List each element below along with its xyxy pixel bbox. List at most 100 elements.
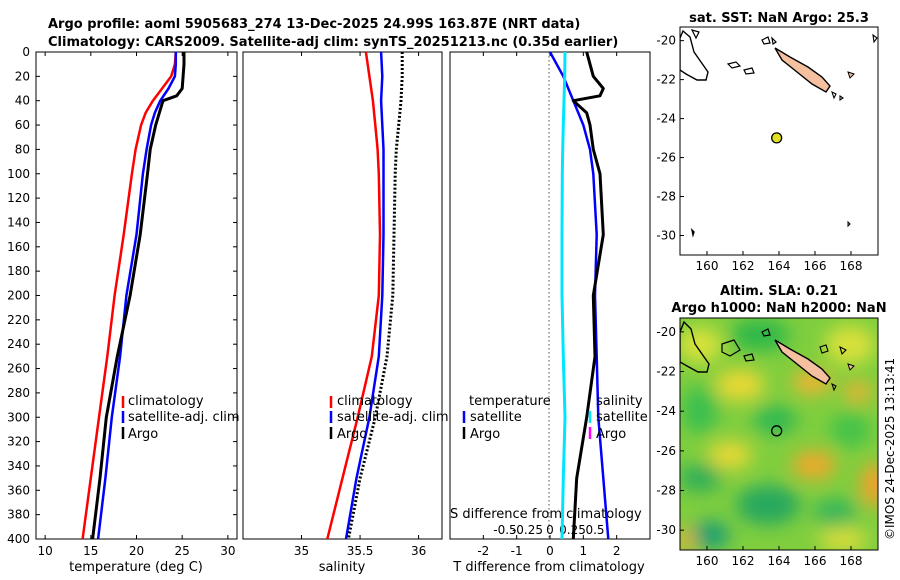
salinity-frame bbox=[242, 51, 443, 540]
argo-location-marker bbox=[771, 425, 783, 437]
map-x-tick-label: 168 bbox=[840, 259, 863, 273]
s-diff-tick-label: 0 bbox=[546, 523, 554, 537]
sst-map-title: sat. SST: NaN Argo: 25.3 bbox=[689, 11, 869, 26]
x-tick-label: -1 bbox=[511, 544, 523, 558]
map-y-tick-label: -26 bbox=[656, 151, 676, 165]
sst-map-tick-labels: 160 162 164 166 168 -20 -22 -24 -26 -28 -30 bbox=[656, 34, 862, 273]
series-line-satellite-adj-clim bbox=[96, 52, 178, 539]
temperature-legend: climatology satellite-adj. clim Argo bbox=[121, 394, 240, 442]
difference-frame bbox=[449, 51, 651, 540]
sst-map-panel: sat. SST: NaN Argo: 25.3 160 162 164 166 168… bbox=[656, 11, 879, 273]
x-tick-label: 10 bbox=[37, 544, 52, 558]
x-tick-label: 35 bbox=[294, 544, 309, 558]
legend-salinity-title: salinity bbox=[596, 394, 643, 409]
salinity-lines bbox=[326, 52, 404, 539]
difference-panel: -2 -1 0 1 2 -0.5-0.25 0 0.25 0.5 S difference f… bbox=[449, 51, 651, 575]
map-y-tick-label: -28 bbox=[656, 484, 676, 498]
map-x-tick-label: 164 bbox=[768, 554, 791, 568]
series-line-climatology bbox=[81, 52, 178, 539]
figure-subtitle: Climatology: CARS2009. Satellite-adj cli… bbox=[48, 35, 618, 50]
legend-argo-label: Argo bbox=[128, 427, 158, 442]
series-line-temperature-satellite bbox=[548, 52, 610, 539]
legend-t-satellite-label: satellite bbox=[470, 410, 522, 425]
sla-map-points bbox=[771, 425, 783, 437]
x-tick-label: 1 bbox=[580, 544, 588, 558]
sla-map-tick-labels: 160 162 164 166 168 -20 -22 -24 -26 -28 -30 bbox=[656, 325, 862, 568]
map-y-tick-label: -24 bbox=[656, 112, 676, 126]
map-x-tick-label: 162 bbox=[732, 554, 755, 568]
temperature-frame bbox=[35, 51, 238, 540]
y-tick-label: 380 bbox=[7, 508, 30, 522]
x-tick-label: 15 bbox=[83, 544, 98, 558]
salinity-panel: 35 35.5 36 salinity climatology satellite-… bbox=[242, 51, 449, 575]
y-tick-label: 260 bbox=[7, 362, 30, 376]
temperature-panel: 0204060801001201401601802002202402602803… bbox=[7, 45, 650, 575]
map-y-tick-label: -22 bbox=[656, 73, 676, 87]
argo-location-marker bbox=[771, 132, 783, 144]
x-tick-label: 35.5 bbox=[347, 544, 374, 558]
difference-legend: temperature satellite Argo salinity sate… bbox=[462, 394, 648, 442]
legend-satellite-label: satellite-adj. clim bbox=[337, 410, 449, 425]
sst-map-points bbox=[771, 132, 783, 144]
y-tick-label: 340 bbox=[7, 459, 30, 473]
map-x-tick-label: 166 bbox=[804, 259, 827, 273]
legend-satellite-label: satellite-adj. clim bbox=[128, 410, 240, 425]
map-y-tick-label: -30 bbox=[656, 229, 676, 243]
y-tick-label: 80 bbox=[15, 142, 30, 156]
x-tick-label: 25 bbox=[175, 544, 190, 558]
y-tick-label: 280 bbox=[7, 386, 30, 400]
map-y-tick-label: -28 bbox=[656, 190, 676, 204]
x-tick-label: 36 bbox=[411, 544, 426, 558]
map-x-tick-label: 166 bbox=[804, 554, 827, 568]
y-tick-label: 160 bbox=[7, 240, 30, 254]
x-tick-label: 2 bbox=[613, 544, 621, 558]
legend-climatology-label: climatology bbox=[337, 394, 413, 409]
y-tick-label: 200 bbox=[7, 289, 30, 303]
y-tick-label: 60 bbox=[15, 118, 30, 132]
map-y-tick-label: -30 bbox=[656, 523, 676, 537]
legend-climatology-label: climatology bbox=[128, 394, 204, 409]
temperature-tick-labels: 10 15 20 25 30 bbox=[37, 52, 236, 558]
sla-heatmap bbox=[680, 318, 878, 550]
x-tick-label: 20 bbox=[129, 544, 144, 558]
map-x-tick-label: 168 bbox=[840, 554, 863, 568]
legend-s-satellite-label: satellite bbox=[596, 410, 648, 425]
t-difference-xlabel: T difference from climatology bbox=[452, 560, 645, 575]
map-y-tick-label: -20 bbox=[656, 34, 676, 48]
legend-temperature-title: temperature bbox=[469, 394, 551, 409]
map-y-tick-label: -20 bbox=[656, 325, 676, 339]
series-line-climatology bbox=[326, 52, 382, 539]
y-tick-label: 120 bbox=[7, 191, 30, 205]
map-x-tick-label: 162 bbox=[732, 259, 755, 273]
map-x-tick-label: 164 bbox=[768, 259, 791, 273]
y-tick-label: 100 bbox=[7, 167, 30, 181]
y-tick-label: 0 bbox=[22, 45, 30, 59]
salinity-legend: climatology satellite-adj. clim Argo bbox=[329, 394, 449, 442]
sla-map-title: Altim. SLA: 0.21 bbox=[720, 284, 838, 299]
figure-title: Argo profile: aoml 5905683_274 13-Dec-20… bbox=[48, 17, 580, 32]
series-line-argo bbox=[91, 52, 186, 539]
y-tick-label: 240 bbox=[7, 337, 30, 351]
y-tick-label: 400 bbox=[7, 532, 30, 546]
s-diff-tick-label: 0.5 bbox=[585, 523, 604, 537]
sst-map-coastlines bbox=[680, 29, 878, 238]
y-tick-label: 40 bbox=[15, 94, 30, 108]
s-diff-tick-label: -0.5 bbox=[493, 523, 516, 537]
series-line-salinity-satellite bbox=[560, 52, 567, 539]
s-difference-xlabel: S difference from climatology bbox=[450, 507, 642, 522]
x-tick-label: 30 bbox=[220, 544, 235, 558]
series-line-satellite-adj-clim bbox=[344, 52, 385, 539]
sla-map-subtitle: Argo h1000: NaN h2000: NaN bbox=[671, 301, 886, 316]
timestamp-stamp: ©IMOS 24-Dec-2025 13:13:41 bbox=[883, 358, 897, 540]
x-tick-label: -2 bbox=[477, 544, 489, 558]
y-tick-label: 20 bbox=[15, 69, 30, 83]
t-difference-tick-labels: -2 -1 0 1 2 bbox=[477, 52, 620, 558]
temperature-lines bbox=[81, 52, 186, 539]
map-y-tick-label: -24 bbox=[656, 404, 676, 418]
legend-t-argo-label: Argo bbox=[470, 427, 500, 442]
salinity-tick-labels: 35 35.5 36 bbox=[294, 52, 426, 558]
map-y-tick-label: -26 bbox=[656, 444, 676, 458]
sla-map-panel: Altim. SLA: 0.21 Argo h1000: NaN h2000: … bbox=[656, 284, 886, 568]
y-tick-label: 300 bbox=[7, 410, 30, 424]
